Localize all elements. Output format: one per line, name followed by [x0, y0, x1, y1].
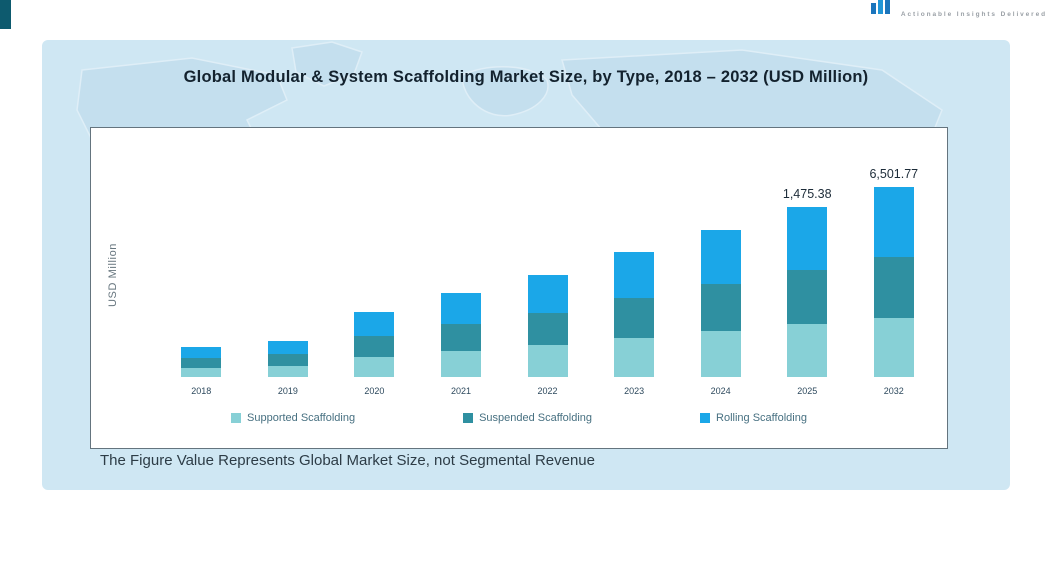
bar-segment-rolling [700, 230, 741, 285]
chart-panel: Global Modular & System Scaffolding Mark… [42, 40, 1010, 490]
legend-label: Rolling Scaffolding [716, 412, 807, 424]
bar-segment-supported [614, 338, 655, 377]
bar-stack-2019 [267, 341, 308, 377]
bar-segment-supported [787, 324, 828, 377]
bar-group-2032: 6,501.77 [851, 167, 938, 377]
x-axis-label: 2020 [364, 386, 385, 396]
y-axis-label: USD Million [107, 243, 119, 308]
bar-segment-rolling [614, 252, 655, 299]
bar-segment-rolling [181, 347, 222, 359]
bar-stack-2021 [440, 293, 481, 377]
bar-segment-rolling [527, 275, 568, 313]
x-axis-label: 2023 [624, 386, 645, 396]
bar-value-label: 1,475.38 [782, 187, 832, 202]
x-axis-label: 2032 [883, 386, 904, 396]
bar-stack-2018 [181, 347, 222, 377]
bar-group-2020 [331, 292, 418, 377]
legend-swatch [231, 413, 242, 423]
bar-segment-rolling [873, 187, 914, 258]
x-axis-label: 2024 [710, 386, 731, 396]
x-axis-label: 2021 [450, 386, 471, 396]
x-axis-label: 2022 [537, 386, 558, 396]
bar-segment-supported [700, 331, 741, 377]
bar-stack-2020 [354, 312, 395, 377]
x-axis-row: 2018 2019 2020 2021 2022 2023 2024 2025 2032 [158, 386, 937, 396]
footnote: The Figure Value Represents Global Marke… [100, 452, 595, 469]
legend-label: Supported Scaffolding [247, 412, 356, 424]
bar-group-2024 [677, 210, 764, 377]
bar-segment-suspended [267, 354, 308, 366]
bar-value-label: 6,501.77 [869, 167, 919, 182]
bar-segment-supported [527, 345, 568, 377]
legend-label: Suspended Scaffolding [479, 412, 593, 424]
legend-swatch [463, 413, 474, 423]
bar-segment-supported [267, 365, 308, 377]
bar-stack-2025 [787, 207, 828, 377]
bar-stack-2024 [700, 230, 741, 377]
bar-segment-supported [354, 356, 395, 377]
bar-segment-suspended [354, 336, 395, 357]
bar-segment-rolling [787, 207, 828, 270]
legend-item-rolling: Rolling Scaffolding [700, 412, 807, 424]
legend-item-supported: Supported Scaffolding [231, 412, 355, 424]
bar-segment-rolling [440, 293, 481, 325]
bar-chart-logo-icon [869, 0, 895, 14]
bar-segment-supported [440, 351, 481, 377]
bar-stack-2023 [614, 252, 655, 377]
legend-swatch [700, 413, 711, 423]
chart-area: USD Million 1,475.38 6,501.77 2018 2019 202… [90, 127, 948, 449]
bar-segment-suspended [700, 284, 741, 332]
bar-stack-2032 [873, 187, 914, 377]
chart-title: Global Modular & System Scaffolding Mark… [183, 68, 869, 86]
bar-group-2023 [591, 232, 678, 377]
logo-tagline: Actionable Insights Delivered [900, 11, 1047, 18]
bar-group-2022 [504, 255, 591, 377]
bar-segment-suspended [181, 358, 222, 368]
legend: Supported Scaffolding Suspended Scaffoldi… [91, 412, 947, 424]
bar-group-2018 [158, 327, 245, 377]
legend-item-suspended: Suspended Scaffolding [463, 412, 592, 424]
bars-row: 1,475.38 6,501.77 [158, 167, 937, 377]
bar-segment-suspended [527, 312, 568, 346]
bar-group-2021 [418, 273, 505, 377]
bar-segment-suspended [873, 257, 914, 319]
x-axis-label: 2019 [277, 386, 298, 396]
bar-group-2019 [245, 321, 332, 377]
bar-stack-2022 [527, 275, 568, 377]
bar-segment-suspended [614, 298, 655, 339]
bar-segment-rolling [354, 312, 395, 337]
bar-segment-suspended [440, 324, 481, 351]
bar-segment-supported [873, 318, 914, 377]
company-logo: Actionable Insights Delivered [869, 0, 1047, 18]
corner-accent [0, 0, 11, 29]
bar-segment-rolling [267, 341, 308, 355]
x-axis-label: 2025 [797, 386, 818, 396]
bar-group-2025: 1,475.38 [764, 187, 851, 377]
x-axis-label: 2018 [191, 386, 212, 396]
bar-segment-supported [181, 367, 222, 377]
bar-segment-suspended [787, 269, 828, 325]
